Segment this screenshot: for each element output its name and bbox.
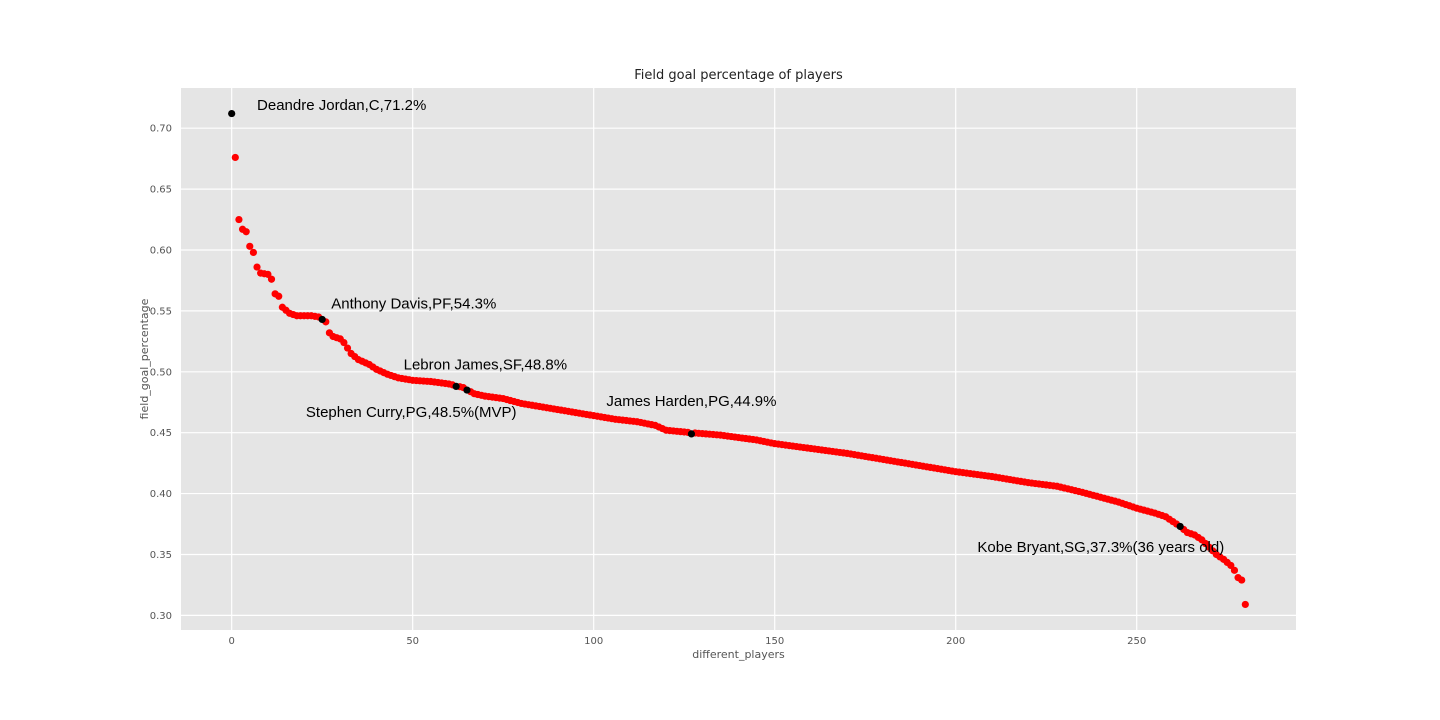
player-point [267,275,276,283]
y-tick-label: 0.45 [150,428,172,439]
player-annotations: Deandre Jordan,C,71.2% Anthony Davis,PF,5… [257,97,1224,556]
player-point [231,153,239,162]
grid-lines [181,88,1296,630]
y-tick-label: 0.55 [150,306,172,317]
player-point [1238,576,1246,584]
highlight-point [687,430,696,438]
y-tick-label: 0.65 [150,185,172,196]
player-point [275,292,283,300]
x-tick-label: 200 [946,636,965,647]
player-point [246,242,254,250]
highlight-point [463,386,471,394]
y-axis-label: field_goal_percentage [138,298,151,419]
x-tick-label: 100 [584,636,603,647]
highlight-point [1176,522,1184,531]
x-tick-label: 50 [406,636,419,647]
player-annotation: Deandre Jordan,C,71.2% [257,97,426,114]
y-tick-label: 0.70 [150,124,172,135]
highlight-point [452,382,460,391]
player-annotation: James Harden,PG,44.9% [606,393,776,410]
y-tick-label: 0.35 [150,550,172,561]
highlighted-players [228,109,1184,531]
player-point [1230,566,1239,574]
player-annotation: Anthony Davis,PF,54.3% [331,295,496,312]
player-point [343,344,352,352]
player-point [1241,600,1249,609]
plot-background [181,88,1296,630]
player-point [340,338,348,347]
y-tick-label: 0.50 [150,367,172,378]
x-axis-label: different_players [692,648,785,661]
y-tick-label: 0.30 [150,611,172,622]
y-tick-label: 0.40 [150,489,172,500]
player-point [242,228,250,236]
player-point [249,248,258,257]
x-tick-label: 0 [228,636,234,647]
player-annotation: Stephen Curry,PG,48.5%(MVP) [306,404,517,421]
chart-title: Field goal percentage of players [634,68,843,83]
highlight-point [318,315,326,324]
data-points [231,153,1249,609]
y-tick-label: 0.60 [150,245,172,256]
tick-labels: 0 50 100 150 200 250 0.30 0.35 0.40 0.45 0.50 0.55 0… [150,124,1147,647]
highlight-point [228,109,236,118]
player-point [253,263,261,271]
player-annotation: Kobe Bryant,SG,37.3%(36 years old) [977,539,1224,556]
x-tick-label: 150 [765,636,784,647]
x-tick-label: 250 [1127,636,1146,647]
player-point [235,215,243,224]
player-annotation: Lebron James,SF,48.8% [404,356,567,373]
